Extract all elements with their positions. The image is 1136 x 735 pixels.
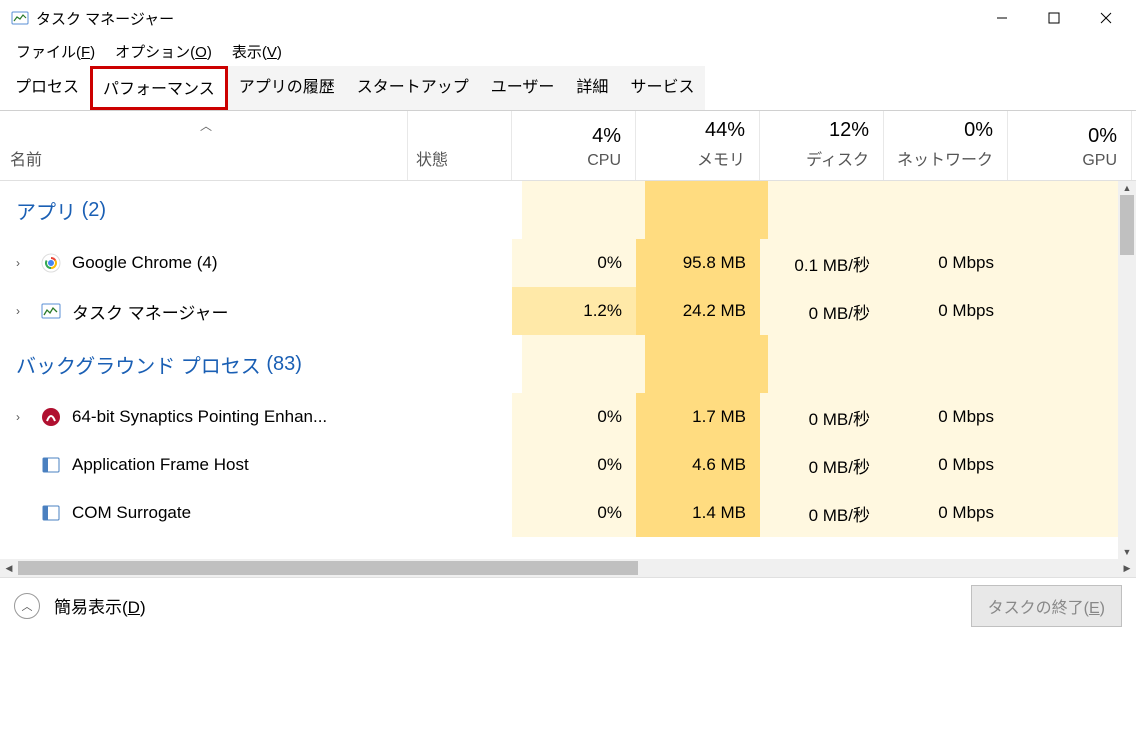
metric-cell: 0% bbox=[512, 239, 636, 287]
metric-cell: 1.2% bbox=[512, 287, 636, 335]
taskmgr-icon bbox=[40, 300, 62, 322]
process-row[interactable]: Application Frame Host 0%4.6 MB0 MB/秒0 Mb… bbox=[0, 441, 1136, 489]
scroll-up-icon[interactable]: ▲ bbox=[1118, 181, 1136, 195]
metric-cell bbox=[1008, 239, 1132, 287]
fewer-details-button[interactable]: ︿ bbox=[14, 593, 40, 619]
scroll-down-icon[interactable]: ▼ bbox=[1118, 545, 1136, 559]
scroll-left-icon[interactable]: ◀ bbox=[0, 559, 18, 577]
col-header-status[interactable]: 状態 bbox=[408, 111, 512, 180]
group-header: バックグラウンド プロセス (83) bbox=[0, 335, 1136, 393]
footer: ︿ 簡易表示(D) タスクの終了(E) bbox=[0, 577, 1136, 633]
tab-4[interactable]: ユーザー bbox=[480, 66, 566, 110]
process-name: Google Chrome (4) bbox=[72, 253, 218, 273]
sort-indicator-icon: ︿ bbox=[200, 117, 212, 134]
metric-cell: 0 Mbps bbox=[884, 489, 1008, 537]
menu-view[interactable]: 表示(V) bbox=[222, 39, 292, 64]
metric-cell bbox=[1008, 441, 1132, 489]
menu-options[interactable]: オプション(O) bbox=[105, 39, 222, 64]
col-header-metric-4[interactable]: 0%GPU bbox=[1008, 111, 1132, 180]
horizontal-scrollbar[interactable]: ◀ ▶ bbox=[0, 559, 1136, 577]
metric-cell: 1.7 MB bbox=[636, 393, 760, 441]
metric-cell bbox=[1008, 287, 1132, 335]
chrome-icon bbox=[40, 252, 62, 274]
process-name: タスク マネージャー bbox=[72, 299, 229, 324]
col-header-metric-2[interactable]: 12%ディスク bbox=[760, 111, 884, 180]
tab-1[interactable]: パフォーマンス bbox=[90, 66, 228, 110]
close-button[interactable] bbox=[1080, 2, 1132, 34]
synaptics-icon bbox=[40, 406, 62, 428]
metric-cell: 0 MB/秒 bbox=[760, 393, 884, 441]
metric-cell: 0 MB/秒 bbox=[760, 489, 884, 537]
scroll-right-icon[interactable]: ▶ bbox=[1118, 559, 1136, 577]
expand-icon[interactable]: › bbox=[16, 256, 30, 270]
tab-6[interactable]: サービス bbox=[619, 66, 705, 110]
metric-cell bbox=[1008, 393, 1132, 441]
col-header-metric-0[interactable]: 4%CPU bbox=[512, 111, 636, 180]
process-row[interactable]: COM Surrogate 0%1.4 MB0 MB/秒0 Mbps bbox=[0, 489, 1136, 537]
process-name: Application Frame Host bbox=[72, 455, 249, 475]
generic-icon bbox=[40, 502, 62, 524]
metric-cell: 1.4 MB bbox=[636, 489, 760, 537]
metric-cell: 0% bbox=[512, 441, 636, 489]
metric-cell: 0% bbox=[512, 489, 636, 537]
col-header-metric-1[interactable]: 44%メモリ bbox=[636, 111, 760, 180]
col-header-name[interactable]: ︿ 名前 bbox=[0, 111, 408, 180]
metric-cell: 0 Mbps bbox=[884, 239, 1008, 287]
process-name: COM Surrogate bbox=[72, 503, 191, 523]
metric-cell: 0 MB/秒 bbox=[760, 441, 884, 489]
col-header-metric-3[interactable]: 0%ネットワーク bbox=[884, 111, 1008, 180]
column-header-row: ︿ 名前 状態 4%CPU44%メモリ12%ディスク0%ネットワーク0%GPU bbox=[0, 111, 1136, 181]
expand-icon[interactable]: › bbox=[16, 410, 30, 424]
generic-icon bbox=[40, 454, 62, 476]
metric-cell bbox=[1008, 489, 1132, 537]
tab-3[interactable]: スタートアップ bbox=[346, 66, 480, 110]
hscroll-thumb[interactable] bbox=[18, 561, 638, 575]
metric-cell: 95.8 MB bbox=[636, 239, 760, 287]
app-icon bbox=[10, 8, 30, 28]
metric-cell: 24.2 MB bbox=[636, 287, 760, 335]
metric-cell: 0 Mbps bbox=[884, 287, 1008, 335]
titlebar: タスク マネージャー bbox=[0, 0, 1136, 36]
maximize-button[interactable] bbox=[1028, 2, 1080, 34]
chevron-up-icon: ︿ bbox=[22, 598, 33, 614]
process-row[interactable]: › タスク マネージャー 1.2%24.2 MB0 MB/秒0 Mbps bbox=[0, 287, 1136, 335]
tab-5[interactable]: 詳細 bbox=[565, 66, 619, 110]
tab-2[interactable]: アプリの履歴 bbox=[228, 66, 346, 110]
end-task-button[interactable]: タスクの終了(E) bbox=[971, 585, 1122, 627]
scroll-thumb[interactable] bbox=[1120, 195, 1134, 255]
menu-file[interactable]: ファイル(F) bbox=[6, 39, 105, 64]
minimize-button[interactable] bbox=[976, 2, 1028, 34]
expand-icon[interactable]: › bbox=[16, 304, 30, 318]
process-row[interactable]: › Google Chrome (4) 0%95.8 MB0.1 MB/秒0 Mbp… bbox=[0, 239, 1136, 287]
metric-cell: 0 Mbps bbox=[884, 441, 1008, 489]
vertical-scrollbar[interactable]: ▲ ▼ bbox=[1118, 181, 1136, 559]
metric-cell: 0 MB/秒 bbox=[760, 287, 884, 335]
menubar: ファイル(F) オプション(O) 表示(V) bbox=[0, 36, 1136, 66]
group-header: アプリ (2) bbox=[0, 181, 1136, 239]
metric-cell: 4.6 MB bbox=[636, 441, 760, 489]
tab-0[interactable]: プロセス bbox=[4, 66, 90, 110]
process-name: 64-bit Synaptics Pointing Enhan... bbox=[72, 407, 327, 427]
window-title: タスク マネージャー bbox=[36, 8, 174, 29]
metric-cell: 0% bbox=[512, 393, 636, 441]
process-list: アプリ (2)›Google Chrome (4)0%95.8 MB0.1 MB… bbox=[0, 181, 1136, 559]
simple-view-label[interactable]: 簡易表示(D) bbox=[54, 593, 146, 618]
tab-bar: プロセスパフォーマンスアプリの履歴スタートアップユーザー詳細サービス bbox=[0, 66, 1136, 111]
metric-cell: 0 Mbps bbox=[884, 393, 1008, 441]
metric-cell: 0.1 MB/秒 bbox=[760, 239, 884, 287]
process-row[interactable]: › 64-bit Synaptics Pointing Enhan... 0%1.7… bbox=[0, 393, 1136, 441]
